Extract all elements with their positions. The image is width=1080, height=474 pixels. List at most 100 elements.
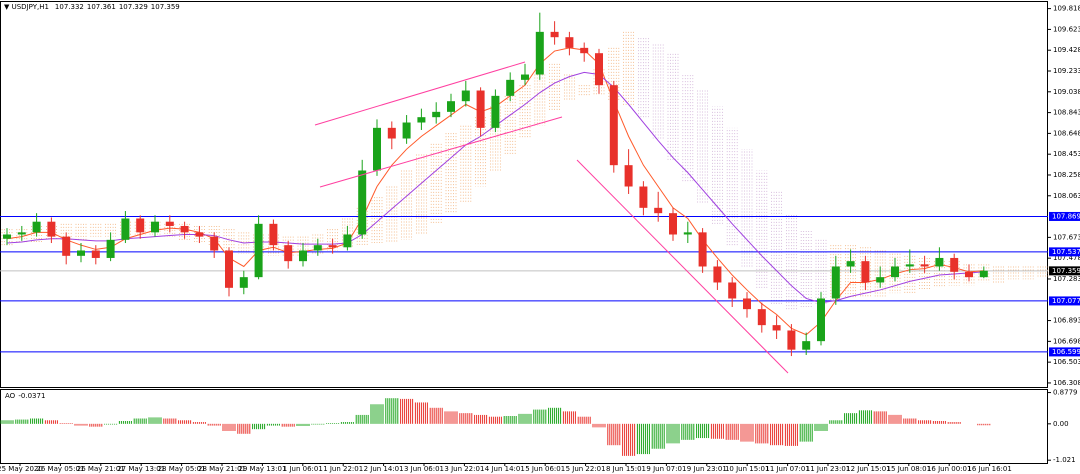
candle-body [831, 266, 840, 299]
y-tick-label: 108.453 [1053, 150, 1080, 158]
candle-body [565, 37, 574, 48]
last-price-box [1049, 266, 1080, 276]
candle-body [550, 31, 559, 38]
candle-body [402, 122, 411, 139]
x-tick-label: 1 Jun 22:01 [323, 465, 363, 473]
candle-body [328, 245, 337, 248]
x-tick-label: 5 Jun 22:01 [566, 465, 606, 473]
candle-body [165, 221, 174, 226]
candle-body [195, 232, 204, 237]
y-tick-label: 108.648 [1053, 129, 1080, 137]
candle-body [417, 117, 426, 123]
x-tick-label: 2 Jun 14:01 [364, 465, 404, 473]
candle-body [920, 264, 929, 267]
y-tick-label: 107.283 [1053, 275, 1080, 283]
candle-body [32, 221, 41, 233]
quote: 107.329 [119, 3, 148, 11]
level-label: 107.077 [1052, 297, 1080, 305]
y-tick-label: 106.308 [1053, 379, 1080, 387]
candle-body [313, 245, 322, 251]
candle-body [151, 221, 159, 233]
candle-body [609, 85, 618, 166]
candle-body [846, 261, 855, 267]
candle-body [624, 165, 633, 187]
x-tick-label: 9 Jun 07:01 [646, 465, 686, 473]
candle-body [683, 232, 692, 235]
x-tick-label: 29 May 13:01 [238, 465, 286, 473]
candle-body [225, 250, 233, 288]
chart-header: ▼ USDJPY,H1 107.332 107.361 107.329 107.359 [4, 3, 180, 11]
x-tick-label: 11 Jun 07:01 [765, 465, 809, 473]
y-tick-label: 106.893 [1053, 317, 1080, 325]
level-label: 106.599 [1052, 348, 1080, 356]
candle-body [905, 264, 914, 267]
y-tick-label: 107.478 [1053, 254, 1080, 262]
candle-body [935, 257, 944, 267]
level-label-box [1049, 247, 1080, 257]
x-tick-label: 26 May 21:01 [77, 465, 125, 473]
candle-body [979, 270, 988, 278]
level-label-box [1049, 296, 1080, 306]
candle-body [698, 232, 707, 267]
x-tick-label: 3 Jun 06:01 [404, 465, 444, 473]
y-tick-label: 108.258 [1053, 171, 1080, 179]
candle-body [950, 257, 959, 272]
y-tick-label: 109.038 [1053, 88, 1080, 96]
candle-body [506, 79, 515, 96]
candle-body [728, 282, 737, 299]
candle-body [343, 234, 352, 248]
candle-body [210, 236, 219, 251]
candle-body [373, 127, 381, 171]
symbol-triangle: ▼ [4, 3, 12, 11]
level-label: 107.869 [1052, 212, 1080, 220]
candle-body [772, 325, 781, 331]
candle-body [269, 223, 278, 246]
candle-body [965, 271, 973, 278]
plot: 109.818 109.623 109.428 109.233 109.038 108.8… [0, 5, 1080, 473]
candle-body [254, 223, 263, 278]
candle-body [62, 236, 71, 256]
x-tick-label: 5 Jun 06:01 [525, 465, 565, 473]
y-tick-label: 107.673 [1053, 233, 1080, 241]
candle-body [580, 47, 589, 54]
candle-body [239, 277, 248, 288]
candle-body [447, 101, 455, 112]
candle-body [891, 266, 899, 278]
candle-body [284, 245, 293, 262]
candle-body [77, 250, 85, 256]
main-frame [0, 1, 1048, 388]
ao-current: -0.0371 [18, 392, 45, 400]
candle-body [17, 232, 26, 235]
candle-body [654, 207, 663, 214]
y-tick-label: 109.623 [1053, 25, 1080, 33]
candle-body [535, 31, 544, 75]
candle-body [3, 234, 11, 239]
candle-body [476, 90, 485, 128]
x-tick-label: 4 Jun 14:01 [485, 465, 525, 473]
level-label: 107.537 [1052, 248, 1080, 256]
x-tick-label: 25 May 2020 [0, 465, 43, 473]
x-tick-label: 12 Jun 15:01 [846, 465, 890, 473]
x-tick-label: 15 Jun 08:01 [887, 465, 931, 473]
x-tick-label: 1 Jun 06:01 [283, 465, 323, 473]
candle-body [817, 298, 825, 342]
y-tick-label: 109.428 [1053, 46, 1080, 54]
candle-body [861, 261, 870, 283]
candle-body [299, 250, 307, 262]
ao-frame [0, 389, 1048, 464]
quote: 107.361 [87, 3, 116, 11]
ao-name: AO [5, 392, 16, 400]
trend-line [576, 159, 789, 374]
candle-body [757, 309, 766, 326]
last-price-label: 107.359 [1052, 267, 1080, 275]
candle-body [802, 341, 811, 350]
ao-y-tick-label: 0.00 [1053, 420, 1069, 428]
ao-y-tick-label: 0.8779 [1053, 389, 1078, 397]
candle-body [461, 90, 470, 102]
candle-body [639, 186, 648, 208]
x-tick-label: 26 May 05:01 [36, 465, 84, 473]
candle-body [876, 277, 885, 283]
candle-body [713, 266, 722, 283]
x-tick-label: 11 Jun 23:01 [806, 465, 850, 473]
candle-body [595, 53, 603, 86]
